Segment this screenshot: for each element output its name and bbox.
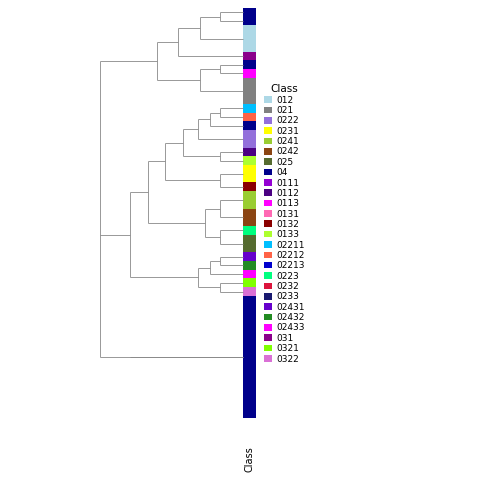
Bar [243,69,256,78]
Bar [243,182,256,191]
Bar [243,17,256,25]
Bar [243,156,256,165]
Text: Class: Class [244,446,255,472]
Bar [243,261,256,270]
Bar [243,25,256,51]
Bar [243,165,256,182]
Bar [243,287,256,296]
Bar [243,148,256,156]
Bar [243,270,256,278]
Bar [243,235,256,253]
Bar [243,121,256,130]
Bar [243,191,256,209]
Bar [243,104,256,113]
Bar [243,226,256,235]
Bar [243,60,256,69]
Bar [243,78,256,104]
Bar [243,130,256,148]
Bar [243,113,256,121]
Bar [243,253,256,261]
Bar [243,278,256,287]
Bar [243,296,256,418]
Legend: 012, 021, 0222, 0231, 0241, 0242, 025, 04, 0111, 0112, 0113, 0131, 0132, 0133, 0: 012, 021, 0222, 0231, 0241, 0242, 025, 0… [263,83,306,365]
Bar [243,209,256,226]
Bar [243,8,256,17]
Bar [243,51,256,60]
